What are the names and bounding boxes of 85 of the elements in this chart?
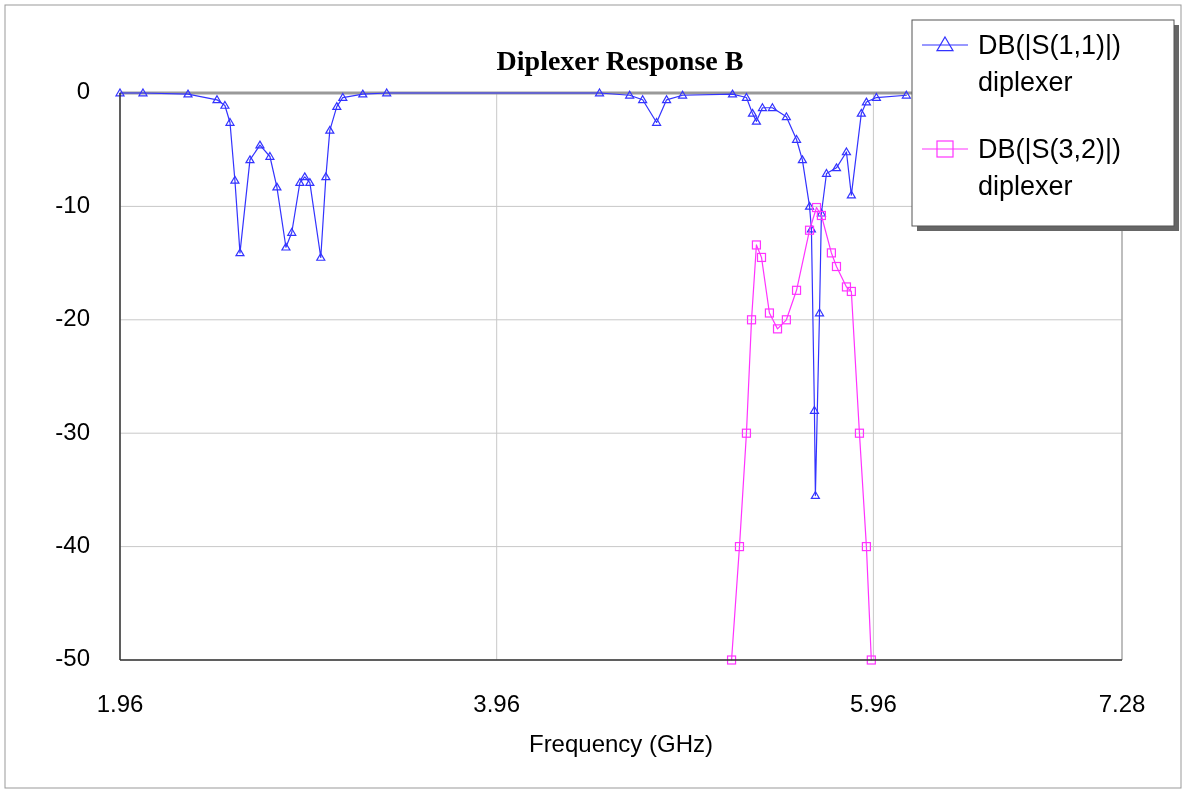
point: [814, 308, 825, 317]
point: [212, 95, 222, 104]
point: [338, 92, 348, 101]
point: [287, 227, 297, 236]
point: [831, 261, 842, 272]
point: [220, 100, 230, 109]
point: [382, 88, 392, 97]
y-tick-label: -20: [55, 304, 90, 332]
point: [295, 177, 305, 186]
point: [810, 490, 820, 499]
point: [245, 155, 255, 164]
point: [727, 89, 738, 98]
point: [746, 315, 757, 325]
chart-title: Diplexer Response B: [496, 45, 744, 76]
y-tick-label: -30: [55, 417, 90, 445]
point: [871, 92, 881, 101]
point: [677, 90, 688, 99]
point: [625, 90, 635, 99]
point: [861, 97, 872, 106]
point: [255, 140, 265, 149]
point: [325, 125, 335, 134]
point: [866, 655, 876, 665]
point: [115, 88, 125, 97]
point: [661, 95, 672, 104]
point: [138, 88, 148, 97]
point: [332, 102, 342, 111]
point: [826, 248, 836, 258]
point: [321, 172, 331, 181]
point: [781, 315, 791, 325]
point: [734, 542, 745, 552]
point: [594, 88, 605, 97]
point: [358, 89, 368, 98]
point: [747, 108, 758, 117]
point: [235, 248, 245, 257]
x-tick-label: 1.96: [96, 690, 144, 717]
point: [265, 151, 275, 160]
point: [751, 116, 762, 125]
point: [726, 655, 737, 665]
point: [741, 428, 752, 438]
point: [272, 182, 282, 191]
y-tick-label: -50: [55, 644, 90, 672]
x-tick-label: 3.96: [473, 690, 521, 717]
point: [854, 428, 865, 438]
legend-label: DB(|S(1,1)|) diplexer: [978, 30, 1122, 97]
point: [772, 324, 783, 334]
point: [861, 542, 872, 552]
point: [652, 117, 662, 126]
x-axis-title: Frequency (GHz): [528, 730, 714, 757]
point: [804, 201, 815, 210]
point: [316, 252, 326, 261]
point: [225, 117, 235, 126]
point: [751, 240, 762, 250]
point: [183, 89, 193, 98]
point: [791, 285, 802, 295]
point: [767, 103, 778, 112]
point: [841, 282, 852, 292]
point: [797, 155, 807, 164]
point: [856, 108, 866, 117]
x-tick-label: 7.28: [1098, 690, 1146, 717]
point: [821, 168, 832, 177]
legend-label: DB(|S(3,2)|) diplexer: [978, 134, 1122, 201]
point: [846, 286, 856, 297]
point: [230, 175, 240, 184]
point: [809, 405, 820, 414]
point: [791, 134, 802, 143]
point: [816, 208, 826, 217]
point: [764, 308, 775, 318]
point: [846, 190, 856, 199]
point: [841, 147, 852, 156]
y-tick-label: -40: [55, 530, 90, 558]
point: [757, 103, 768, 112]
point: [756, 252, 767, 263]
point: [638, 95, 648, 104]
y-tick-label: -10: [55, 190, 90, 218]
point: [816, 210, 826, 221]
point: [741, 92, 752, 101]
point: [300, 172, 310, 181]
point: [281, 242, 291, 251]
point: [781, 112, 791, 121]
point: [831, 163, 842, 172]
x-tick-label: 5.96: [850, 690, 897, 717]
point: [811, 202, 822, 213]
y-tick-label: 0: [76, 77, 90, 105]
point: [305, 177, 315, 186]
point: [901, 90, 911, 99]
